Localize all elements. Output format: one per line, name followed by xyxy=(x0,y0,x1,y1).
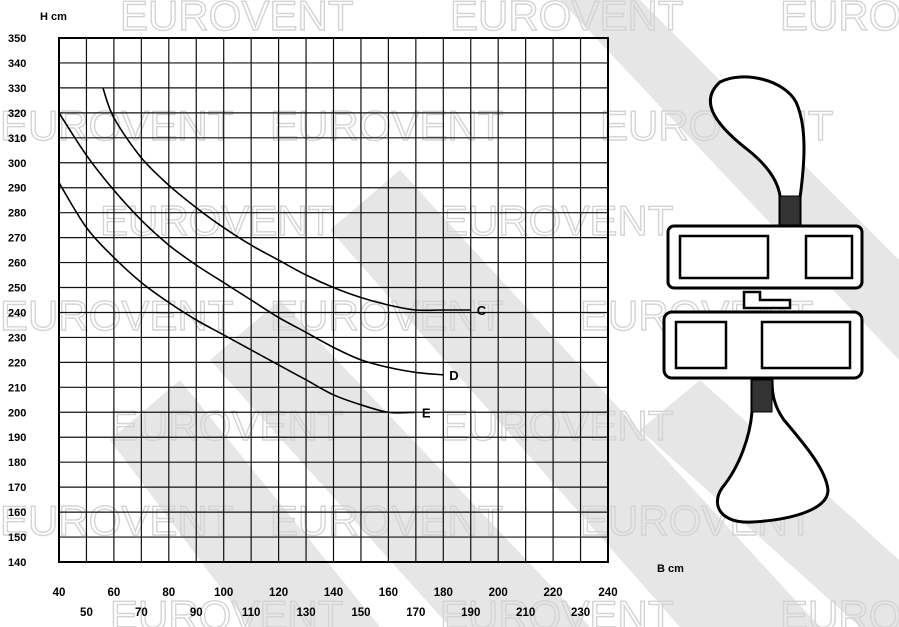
x-tick-label-lower: 70 xyxy=(135,607,148,619)
chart-series: C D E xyxy=(58,87,487,420)
chart-labels: 350 340 330 320 310 300 290 280 270 260 250 240 230 2… xyxy=(8,11,684,619)
x-tick-label-upper: 180 xyxy=(434,587,453,599)
y-tick-label: 140 xyxy=(8,557,26,569)
diagram-upper-chamber-right xyxy=(804,234,854,280)
series-line-c xyxy=(102,87,471,312)
y-tick-label: 180 xyxy=(8,457,26,469)
watermark-text: EUROVENT xyxy=(440,592,673,627)
y-tick-label: 190 xyxy=(8,432,26,444)
watermark-text: EUROVENT xyxy=(270,102,503,149)
y-tick-label: 310 xyxy=(8,133,26,145)
plot-frame xyxy=(58,37,609,563)
x-tick-label-upper: 200 xyxy=(489,587,508,599)
x-tick-label-lower: 230 xyxy=(571,607,590,619)
watermark-text: EUROVENT xyxy=(110,592,343,627)
y-tick-label: 340 xyxy=(8,58,26,70)
watermark-text: EUROVENT xyxy=(450,0,683,39)
diagram-upper-chamber-left xyxy=(678,234,770,280)
x-tick-label-upper: 40 xyxy=(53,587,66,599)
x-tick-label-lower: 170 xyxy=(406,607,425,619)
watermark-stripe xyxy=(210,300,590,627)
y-tick-label: 290 xyxy=(8,183,26,195)
x-tick-label-lower: 190 xyxy=(461,607,480,619)
y-tick-label: 200 xyxy=(8,407,26,419)
series-line-d xyxy=(58,112,444,376)
y-tick-label: 270 xyxy=(8,233,26,245)
x-tick-label-lower: 50 xyxy=(80,607,93,619)
y-tick-label: 300 xyxy=(8,158,26,170)
x-tick-label-lower: 210 xyxy=(516,607,535,619)
x-tick-label-lower: 130 xyxy=(296,607,315,619)
diagram-middle-seal xyxy=(742,290,792,310)
y-tick-label: 350 xyxy=(8,33,26,45)
watermark-stripe xyxy=(110,380,380,627)
watermark-text: EUROVENT xyxy=(0,292,233,339)
y-tick-label: 320 xyxy=(8,108,26,120)
diagram-lower-chamber-right xyxy=(760,320,852,370)
x-tick-label-lower: 110 xyxy=(242,607,261,619)
diagram-lower-chamber-left xyxy=(674,320,728,370)
x-tick-label-upper: 80 xyxy=(162,587,175,599)
y-tick-label: 230 xyxy=(8,332,26,344)
watermark-stripe xyxy=(330,170,820,627)
x-tick-label-upper: 140 xyxy=(324,587,343,599)
x-axis-label: B cm xyxy=(657,563,684,575)
watermark-text: EUROVENT xyxy=(100,197,333,244)
y-tick-label: 220 xyxy=(8,357,26,369)
x-tick-label-upper: 120 xyxy=(269,587,288,599)
profile-diagram xyxy=(662,75,864,524)
watermark-text: EUROVENT xyxy=(110,402,343,449)
watermark-text: EUROVENT xyxy=(120,0,353,39)
y-tick-label: 240 xyxy=(8,307,26,319)
watermark-text: EUROVENT xyxy=(780,592,899,627)
series-label-d: D xyxy=(449,368,458,383)
series-line-e xyxy=(58,182,416,414)
watermark-text: EUROVENT xyxy=(0,102,233,149)
y-tick-label: 330 xyxy=(8,83,26,95)
series-label-c: C xyxy=(477,303,487,318)
chart-grid xyxy=(58,37,609,563)
x-tick-label-upper: 220 xyxy=(544,587,563,599)
watermark-text: EUROVENT xyxy=(440,402,673,449)
diagram-upper-frame xyxy=(666,224,864,290)
y-tick-label: 160 xyxy=(8,507,26,519)
x-tick-label-upper: 160 xyxy=(379,587,398,599)
x-tick-label-lower: 150 xyxy=(351,607,370,619)
y-axis-label: H cm xyxy=(40,11,67,23)
x-tick-label-upper: 240 xyxy=(598,587,617,599)
watermark-text: EUROVENT xyxy=(780,0,899,39)
y-tick-label: 210 xyxy=(8,382,26,394)
y-tick-label: 280 xyxy=(8,208,26,220)
diagram-lower-hatch xyxy=(751,379,773,413)
diagram-lower-handle xyxy=(715,378,830,524)
y-tick-label: 250 xyxy=(8,283,26,295)
x-tick-label-lower: 90 xyxy=(190,607,203,619)
series-label-e: E xyxy=(422,405,431,420)
x-tick-label-upper: 60 xyxy=(108,587,121,599)
y-tick-label: 260 xyxy=(8,258,26,270)
x-tick-label-upper: 100 xyxy=(214,587,233,599)
y-tick-label: 170 xyxy=(8,482,26,494)
diagram-upper-hatch xyxy=(779,195,801,229)
y-tick-label: 150 xyxy=(8,532,26,544)
watermark-text: EUROVENT xyxy=(440,197,673,244)
watermark-text: EUROVENT xyxy=(270,292,503,339)
